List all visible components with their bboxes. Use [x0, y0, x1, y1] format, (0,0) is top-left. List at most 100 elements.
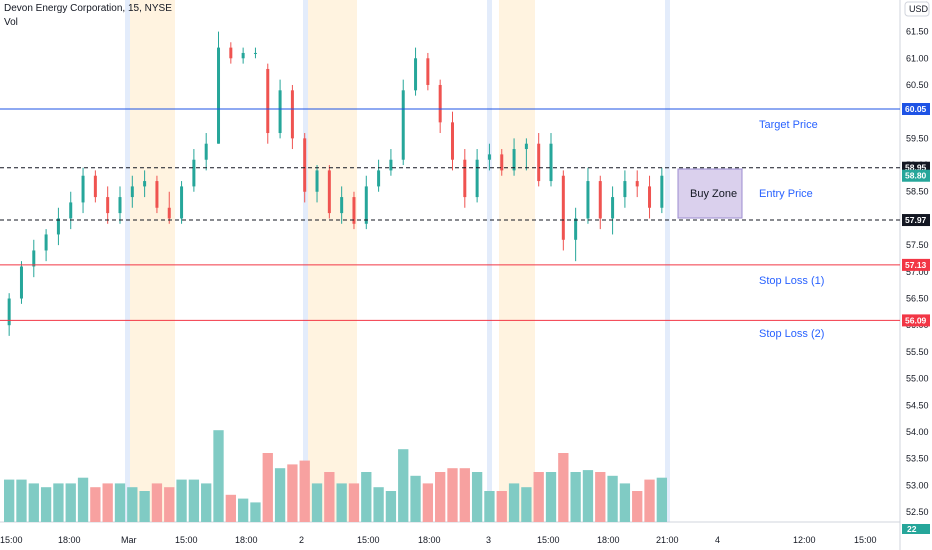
volume-bar: [373, 487, 384, 522]
volume-bar: [361, 472, 372, 522]
volume-bar: [632, 491, 643, 522]
volume-bar: [410, 475, 421, 522]
chart-title: Devon Energy Corporation, 15, NYSE: [4, 3, 172, 14]
candle-body: [180, 186, 184, 219]
session-band-0: [130, 0, 175, 522]
candle-body: [512, 149, 516, 171]
volume-bar: [225, 494, 236, 522]
volume-label: Vol: [4, 17, 18, 28]
volume-bar: [40, 487, 52, 522]
candle-body: [401, 90, 405, 160]
volume-bar: [237, 498, 249, 522]
volume-bar: [582, 470, 594, 522]
y-tick-label: 56.50: [906, 294, 929, 304]
x-tick-label: 15:00: [537, 535, 560, 545]
day-marker-0: [125, 0, 130, 522]
volume-bar: [459, 468, 470, 522]
volume-bar: [348, 483, 360, 522]
volume-bar: [151, 483, 163, 522]
volume-bar: [471, 472, 483, 522]
volume-bar: [570, 472, 581, 522]
candle-body: [377, 170, 381, 187]
candle-body: [167, 207, 171, 219]
x-tick-label: 3: [486, 535, 491, 545]
x-tick-label: 2: [299, 535, 304, 545]
candle-body: [192, 159, 196, 187]
candle-body: [253, 52, 257, 54]
stop-loss-2-label: Stop Loss (2): [759, 328, 824, 340]
price-tag-label: 60.05: [905, 104, 927, 114]
x-axis[interactable]: 15:00 18:00 Mar 15:00 18:00 2 15:00 18:00 3 15:00…: [0, 535, 877, 545]
volume-bar: [398, 449, 409, 522]
session-highlights: [125, 0, 670, 522]
currency-button[interactable]: USD: [904, 1, 930, 17]
volume-bar: [164, 487, 175, 522]
volume-bar: [4, 479, 15, 522]
y-tick-label: 53.00: [906, 480, 929, 490]
volume-bar: [28, 483, 39, 522]
volume-bar: [213, 430, 224, 522]
candle-body: [303, 138, 307, 192]
candle-body: [598, 181, 602, 219]
candle-body: [463, 159, 467, 198]
volume-bar: [262, 453, 273, 522]
day-marker-3: [665, 0, 670, 522]
candle-body: [32, 250, 36, 267]
x-tick-label: 21:00: [656, 535, 679, 545]
volume-bar: [16, 479, 27, 522]
candle-body: [69, 202, 73, 219]
candle-body: [352, 197, 356, 224]
x-tick-label: Mar: [121, 535, 137, 545]
stop-loss-1-label: Stop Loss (1): [759, 275, 824, 287]
volume-bar: [324, 472, 335, 522]
candles: [7, 31, 664, 336]
buy-zone-box[interactable]: [677, 168, 743, 219]
candle-body: [155, 181, 159, 208]
volume-bar: [447, 468, 458, 522]
price-tag-bg: [902, 169, 930, 182]
entry-price-label: Entry Price: [759, 188, 813, 200]
volume-bar: [533, 472, 544, 522]
candle-body: [143, 181, 147, 187]
candle-body: [229, 47, 233, 59]
volume-bar: [201, 483, 212, 522]
candle-body: [315, 170, 319, 192]
y-tick-label: 60.50: [906, 80, 929, 90]
y-axis[interactable]: 63.0062.0061.5061.0060.5060.0059.5059.00…: [906, 0, 929, 517]
volume-bar: [250, 502, 261, 522]
y-tick-label: 55.50: [906, 347, 929, 357]
candle-body: [438, 84, 442, 123]
candle-body: [549, 143, 553, 182]
volume-bar: [558, 453, 569, 522]
volume-bar: [545, 472, 557, 522]
price-tag-bg: [902, 314, 930, 327]
x-tick-label: 18:00: [235, 535, 258, 545]
candle-body: [204, 143, 208, 160]
candle-body: [414, 58, 418, 91]
candle-body: [500, 154, 504, 171]
volume-bars: [4, 430, 667, 522]
candle-body: [93, 175, 97, 198]
volume-bar: [595, 472, 606, 522]
candle-body: [635, 181, 639, 187]
candle-body: [487, 154, 491, 160]
candle-body: [266, 68, 270, 134]
candle-body: [561, 175, 565, 240]
candle-body: [106, 197, 110, 214]
volume-bar: [496, 491, 507, 522]
candle-body: [56, 218, 60, 235]
x-tick-label: 18:00: [58, 535, 81, 545]
candle-body: [524, 143, 528, 150]
candle-body: [586, 181, 590, 219]
volume-bar: [299, 460, 310, 522]
candle-body: [426, 58, 430, 85]
volume-bar: [336, 483, 347, 522]
candle-body: [241, 52, 245, 59]
volume-bar: [274, 468, 286, 522]
candle-body: [364, 186, 368, 224]
candle-body: [611, 197, 615, 219]
price-levels: [0, 108, 900, 321]
candle-body: [278, 90, 282, 134]
